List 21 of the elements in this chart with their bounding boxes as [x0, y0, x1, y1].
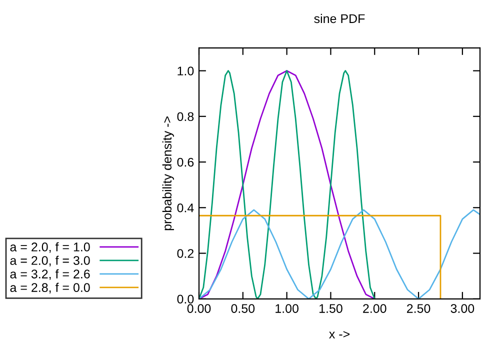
x-tick-label: 2.00 [363, 304, 386, 313]
x-tick-label: 0.00 [187, 304, 211, 313]
chart-title: sine PDF [314, 14, 365, 24]
y-tick-label: 0.0 [177, 294, 194, 304]
x-tick-label: 2.50 [406, 304, 430, 313]
legend-label: a = 2.8, f = 0.0 [10, 282, 90, 294]
x-axis-title: x -> [329, 331, 350, 338]
y-axis-title: probability density -> [162, 116, 174, 230]
y-tick-label: 0.8 [177, 112, 194, 122]
x-tick-label: 0.50 [231, 304, 255, 313]
y-tick-label: 0.6 [177, 158, 194, 167]
y-tick-label: 0.2 [177, 249, 194, 258]
line-series [199, 70, 376, 299]
x-tick-label: 1.00 [276, 304, 298, 313]
x-tick-label: 1.50 [320, 304, 342, 313]
y-tick-label: 0.4 [177, 203, 194, 212]
x-tick-label: 3.00 [450, 304, 474, 313]
legend-label: a = 2.0, f = 1.0 [10, 242, 90, 253]
legend-label: a = 2.0, f = 3.0 [10, 256, 90, 266]
y-tick-label: 1.0 [178, 66, 194, 76]
legend-label: a = 3.2, f = 2.6 [10, 269, 90, 280]
